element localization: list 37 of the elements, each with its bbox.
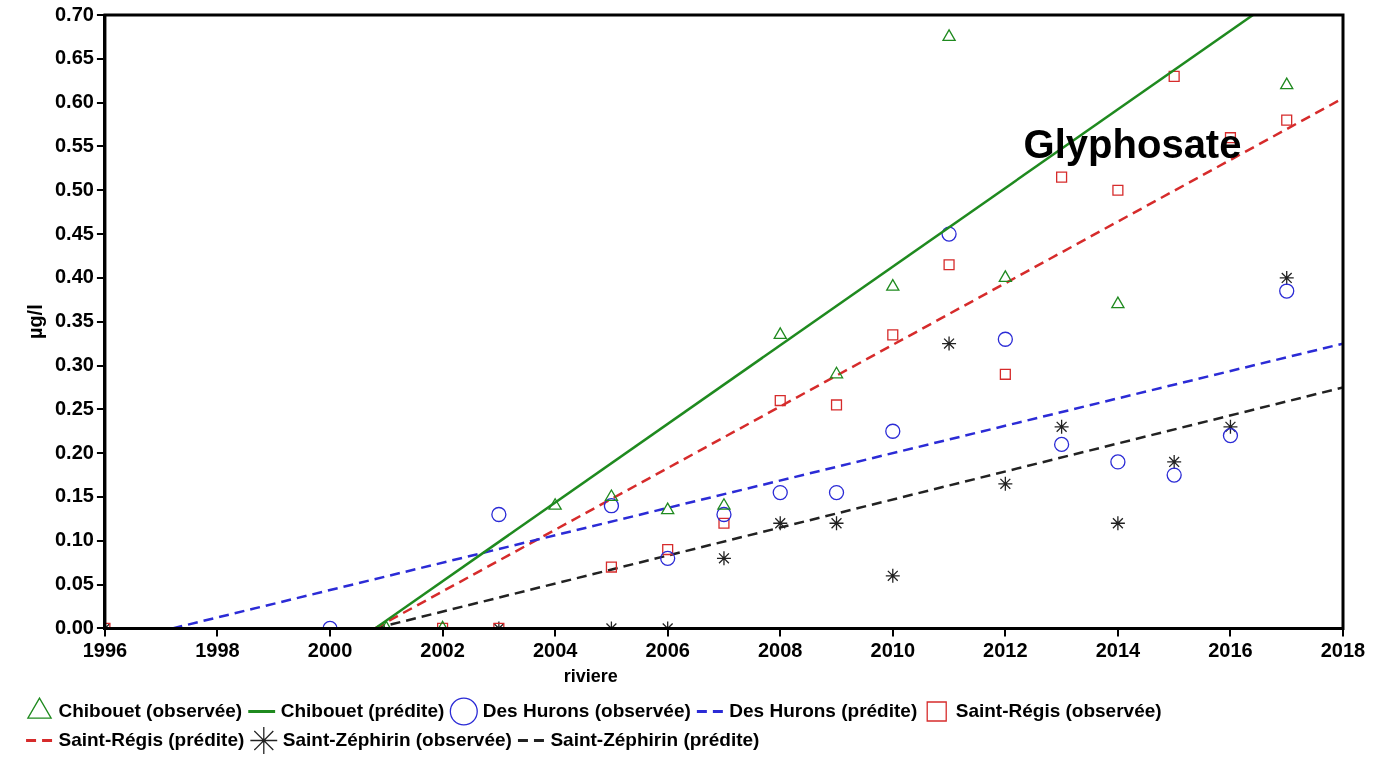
y-tick-label: 0.15 xyxy=(54,484,94,507)
y-tick-label: 0.05 xyxy=(54,572,94,595)
y-tick-label: 0.30 xyxy=(54,353,94,376)
y-tick-label: 0.55 xyxy=(54,133,94,156)
y-axis-title: µg/l xyxy=(23,304,46,340)
legend-label: Saint-Régis (prédite) xyxy=(58,728,245,750)
y-tick-label: 0.35 xyxy=(54,309,94,332)
y-tick-label: 0.40 xyxy=(54,265,94,288)
y-tick-label: 0.60 xyxy=(54,90,94,113)
y-tick-label: 0.65 xyxy=(54,46,94,69)
legend-label: Chibouet (prédite) xyxy=(280,699,445,721)
y-tick-label: 0.10 xyxy=(54,528,94,551)
x-tick-label: 2016 xyxy=(1208,638,1253,661)
legend-title: riviere xyxy=(563,666,618,687)
x-tick-label: 2010 xyxy=(870,638,916,661)
x-tick-label: 2014 xyxy=(1095,638,1142,661)
legend-label: Saint-Zéphirin (observée) xyxy=(282,728,512,750)
legend-label: Des Hurons (prédite) xyxy=(729,699,918,721)
legend-label: Saint-Zéphirin (prédite) xyxy=(550,728,760,750)
x-tick-label: 2018 xyxy=(1320,638,1366,661)
x-tick-label: 2004 xyxy=(532,638,579,661)
x-tick-label: 2002 xyxy=(420,638,465,661)
x-tick-label: 1998 xyxy=(195,638,240,661)
y-tick-label: 0.25 xyxy=(54,396,94,419)
x-tick-label: 1996 xyxy=(82,638,128,661)
x-tick-label: 2006 xyxy=(645,638,690,661)
y-tick-label: 0.20 xyxy=(54,440,94,463)
legend-label: Chibouet (observée) xyxy=(58,699,243,721)
x-tick-label: 2000 xyxy=(307,638,353,661)
y-tick-label: 0.00 xyxy=(54,615,94,638)
legend-label: Saint-Régis (observée) xyxy=(955,699,1162,721)
x-tick-label: 2012 xyxy=(983,638,1028,661)
y-tick-label: 0.70 xyxy=(54,2,94,25)
y-tick-label: 0.50 xyxy=(54,177,94,200)
legend-label: Des Hurons (observée) xyxy=(482,699,691,721)
x-tick-label: 2008 xyxy=(757,638,803,661)
y-tick-label: 0.45 xyxy=(54,221,94,244)
